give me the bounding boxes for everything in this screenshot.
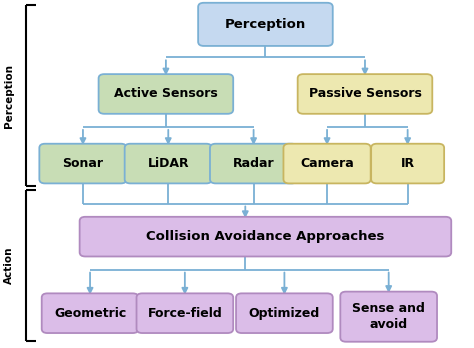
FancyBboxPatch shape [236, 293, 333, 333]
Text: Sense and
avoid: Sense and avoid [352, 302, 425, 331]
FancyBboxPatch shape [42, 293, 138, 333]
Text: Passive Sensors: Passive Sensors [309, 87, 421, 101]
Text: LiDAR: LiDAR [147, 157, 189, 170]
FancyBboxPatch shape [137, 293, 233, 333]
Text: Force-field: Force-field [147, 307, 222, 320]
FancyBboxPatch shape [99, 74, 233, 114]
FancyBboxPatch shape [80, 217, 451, 256]
Text: Collision Avoidance Approaches: Collision Avoidance Approaches [146, 230, 384, 243]
Text: Active Sensors: Active Sensors [114, 87, 218, 101]
Text: Sonar: Sonar [63, 157, 103, 170]
FancyBboxPatch shape [371, 144, 444, 183]
Text: Perception: Perception [225, 18, 306, 31]
FancyBboxPatch shape [125, 144, 212, 183]
Text: Radar: Radar [233, 157, 274, 170]
Text: Perception: Perception [3, 64, 14, 128]
FancyBboxPatch shape [283, 144, 371, 183]
Text: Camera: Camera [300, 157, 354, 170]
Text: IR: IR [401, 157, 415, 170]
FancyBboxPatch shape [340, 292, 437, 342]
Text: Geometric: Geometric [54, 307, 126, 320]
Text: Optimized: Optimized [249, 307, 320, 320]
FancyBboxPatch shape [298, 74, 432, 114]
FancyBboxPatch shape [210, 144, 297, 183]
FancyBboxPatch shape [39, 144, 127, 183]
FancyBboxPatch shape [198, 3, 333, 46]
Text: Action: Action [3, 247, 14, 284]
